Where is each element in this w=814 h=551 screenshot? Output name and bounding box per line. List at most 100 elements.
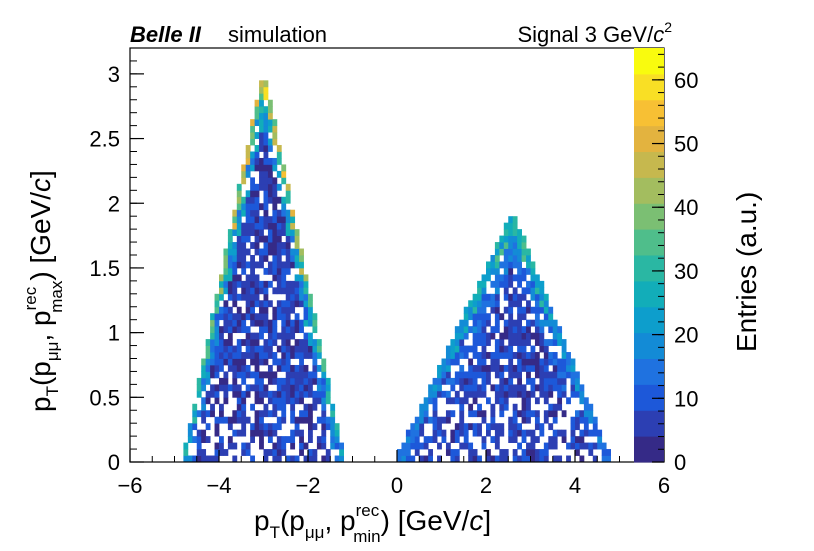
heatmap-cell xyxy=(281,319,287,327)
heatmap-cell xyxy=(241,377,247,385)
heatmap-cell xyxy=(241,339,247,346)
experiment-label: Belle II xyxy=(130,22,202,47)
heatmap-cell xyxy=(236,242,242,249)
heatmap-cell xyxy=(526,248,531,256)
heatmap-cell xyxy=(575,423,580,431)
heatmap-cell xyxy=(236,216,242,224)
heatmap-cell xyxy=(241,242,247,249)
heatmap-cell xyxy=(490,410,496,418)
heatmap-cell xyxy=(294,300,300,308)
heatmap-cell xyxy=(499,410,505,418)
heatmap-cell xyxy=(423,410,429,418)
heatmap-cell xyxy=(517,255,522,262)
heatmap-cell xyxy=(285,319,291,327)
heatmap-cell xyxy=(477,384,482,392)
heatmap-cell xyxy=(272,319,278,327)
heatmap-cell xyxy=(330,416,336,424)
heatmap-cell xyxy=(503,280,509,288)
heatmap-cell xyxy=(214,364,220,372)
heatmap-cell xyxy=(325,397,331,405)
heatmap-cell xyxy=(445,345,451,353)
heatmap-cell xyxy=(494,442,500,450)
heatmap-cell xyxy=(281,416,287,424)
heatmap-cell xyxy=(254,345,260,353)
heatmap-cell xyxy=(517,261,522,269)
heatmap-cell xyxy=(281,261,287,269)
heatmap-cell xyxy=(450,339,456,346)
heatmap-cell xyxy=(241,397,247,405)
heatmap-cell xyxy=(205,377,211,385)
heatmap-cell xyxy=(276,287,282,295)
heatmap-cell xyxy=(254,293,260,301)
heatmap-cell xyxy=(259,319,264,327)
heatmap-cell xyxy=(214,345,220,353)
heatmap-cell xyxy=(530,455,536,463)
heatmap-cell xyxy=(205,358,211,366)
heatmap-cell xyxy=(450,436,456,443)
heatmap-cell xyxy=(299,326,304,334)
heatmap-cell xyxy=(259,106,264,114)
heatmap-cell xyxy=(272,339,278,346)
heatmap-cell xyxy=(241,196,247,204)
heatmap-cell xyxy=(299,449,304,456)
heatmap-cell xyxy=(285,287,291,295)
heatmap-cell xyxy=(263,410,269,418)
heatmap-cell xyxy=(201,397,207,405)
heatmap-cell xyxy=(259,145,264,152)
heatmap-cell xyxy=(454,390,460,398)
heatmap-cell xyxy=(267,177,273,185)
heatmap-cell xyxy=(534,274,540,282)
heatmap-cell xyxy=(454,371,460,379)
heatmap-cell xyxy=(330,442,336,450)
heatmap-cell xyxy=(227,306,233,314)
heatmap-cell xyxy=(259,384,264,392)
heatmap-cell xyxy=(285,345,291,353)
heatmap-cell xyxy=(267,112,273,120)
heatmap-cell xyxy=(405,455,411,463)
heatmap-cell xyxy=(526,339,531,346)
heatmap-cell xyxy=(561,352,567,359)
heatmap-cell xyxy=(227,384,233,392)
heatmap-cell xyxy=(561,358,567,366)
heatmap-cell xyxy=(499,248,505,256)
heatmap-cell xyxy=(294,235,300,243)
heatmap-cell xyxy=(308,436,313,443)
heatmap-cell xyxy=(521,364,527,372)
heatmap-cell xyxy=(245,332,251,340)
heatmap-cell xyxy=(276,455,282,463)
heatmap-cell xyxy=(241,235,247,243)
z-tick-label: 10 xyxy=(674,386,698,411)
heatmap-cell xyxy=(561,410,567,418)
heatmap-cell xyxy=(526,455,531,463)
heatmap-cell xyxy=(468,377,474,385)
heatmap-cell xyxy=(254,423,260,431)
heatmap-cell xyxy=(219,332,224,340)
heatmap-cell xyxy=(601,449,607,456)
heatmap-cell xyxy=(521,242,527,249)
heatmap-cell xyxy=(499,332,505,340)
heatmap-cell xyxy=(263,125,269,133)
heatmap-cell xyxy=(227,326,233,334)
heatmap-cell xyxy=(281,242,287,249)
heatmap-cell xyxy=(294,416,300,424)
heatmap-cell xyxy=(259,436,264,443)
heatmap-cell xyxy=(512,319,518,327)
heatmap-cell xyxy=(263,242,269,249)
heatmap-cell xyxy=(227,235,233,243)
heatmap-cell xyxy=(494,300,500,308)
heatmap-cell xyxy=(477,390,482,398)
heatmap-cell xyxy=(517,423,522,431)
heatmap-cell xyxy=(588,449,594,456)
heatmap-cell xyxy=(472,364,478,372)
heatmap-cell xyxy=(201,371,207,379)
heatmap-cell xyxy=(539,280,545,288)
heatmap-cell xyxy=(201,449,207,456)
heatmap-cell xyxy=(583,423,589,431)
heatmap-cell xyxy=(223,287,229,295)
heatmap-cell xyxy=(543,364,549,372)
heatmap-cell xyxy=(290,436,296,443)
heatmap-cell xyxy=(477,339,482,346)
heatmap-cell xyxy=(481,326,487,334)
heatmap-cell xyxy=(539,429,545,437)
heatmap-cell xyxy=(236,235,242,243)
